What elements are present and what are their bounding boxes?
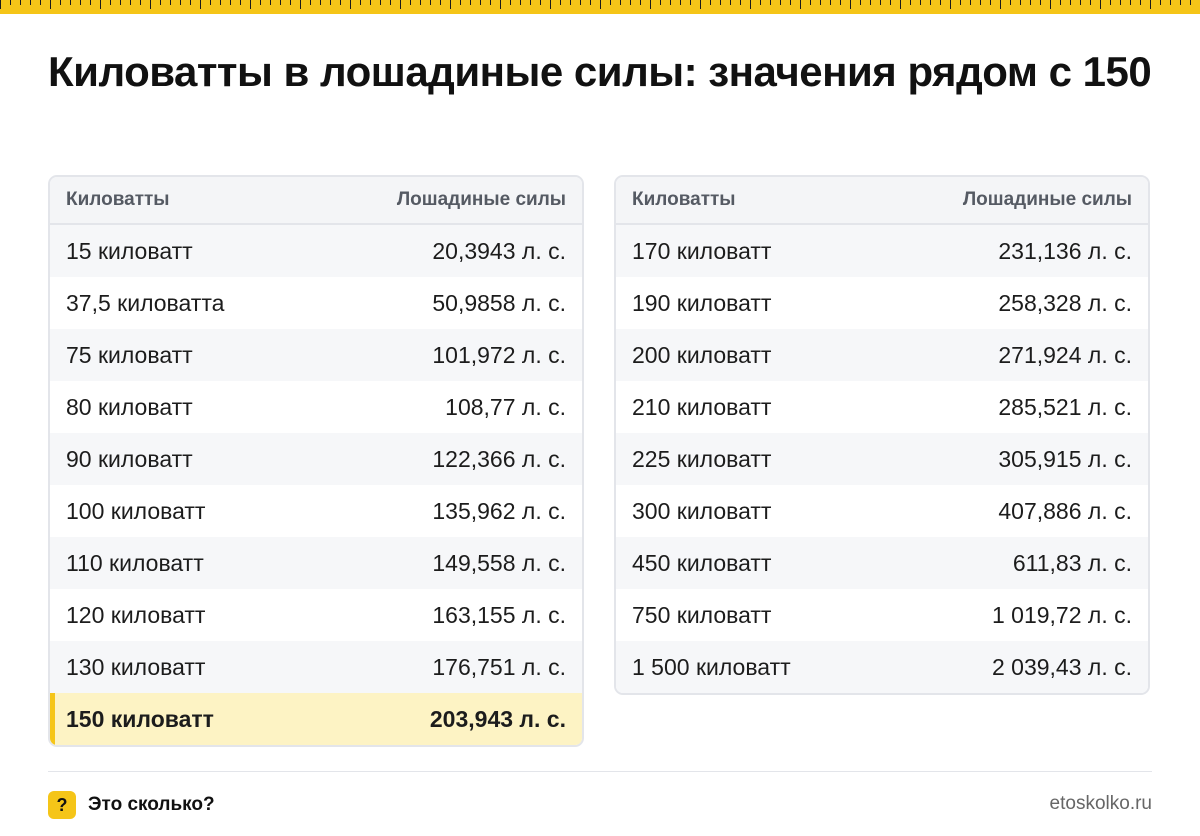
ruler-decoration xyxy=(0,0,1200,14)
table-row: 37,5 киловатта 50,9858 л. с. xyxy=(50,277,582,329)
table-row: 100 киловатт 135,962 л. с. xyxy=(50,485,582,537)
cell-horsepower: 2 039,43 л. с. xyxy=(991,653,1132,680)
brand-name: Это сколько? xyxy=(88,794,215,815)
table-row: 450 киловатт 611,83 л. с. xyxy=(616,537,1148,589)
cell-horsepower: 231,136 л. с. xyxy=(998,237,1132,264)
cell-horsepower: 271,924 л. с. xyxy=(998,341,1132,368)
cell-horsepower: 176,751 л. с. xyxy=(432,653,566,680)
table-header: Киловатты Лошадиные силы xyxy=(50,177,582,225)
table-row: 200 киловатт 271,924 л. с. xyxy=(616,329,1148,381)
cell-kilowatts: 110 киловатт xyxy=(66,549,204,576)
site-link[interactable]: etoskolko.ru xyxy=(1049,793,1152,814)
cell-kilowatts: 120 киловатт xyxy=(66,601,206,628)
footer-divider xyxy=(48,771,1152,772)
cell-horsepower: 149,558 л. с. xyxy=(432,549,566,576)
table-row: 300 киловатт 407,886 л. с. xyxy=(616,485,1148,537)
cell-kilowatts: 130 киловатт xyxy=(66,653,206,680)
question-mark-icon: ? xyxy=(48,791,76,819)
cell-kilowatts: 80 киловатт xyxy=(66,393,193,420)
table-body: 170 киловатт 231,136 л. с. 190 киловатт 25… xyxy=(616,225,1148,693)
cell-kilowatts: 225 киловатт xyxy=(632,445,772,472)
table-row: 170 киловатт 231,136 л. с. xyxy=(616,225,1148,277)
cell-kilowatts: 300 киловатт xyxy=(632,497,772,524)
conversion-table-left: Киловатты Лошадиные силы 15 киловатт 20,3… xyxy=(48,175,584,747)
conversion-table-right: Киловатты Лошадиные силы 170 киловатт 231… xyxy=(614,175,1150,695)
cell-horsepower: 258,328 л. с. xyxy=(998,289,1132,316)
cell-horsepower: 1 019,72 л. с. xyxy=(991,601,1132,628)
cell-horsepower: 135,962 л. с. xyxy=(432,497,566,524)
cell-kilowatts: 90 киловатт xyxy=(66,445,193,472)
table-body: 15 киловатт 20,3943 л. с. 37,5 киловатта 5… xyxy=(50,225,582,745)
table-row: 130 киловатт 176,751 л. с. xyxy=(50,641,582,693)
cell-kilowatts: 750 киловатт xyxy=(632,601,772,628)
table-row: 80 киловатт 108,77 л. с. xyxy=(50,381,582,433)
table-row: 110 киловатт 149,558 л. с. xyxy=(50,537,582,589)
table-row: 90 киловатт 122,366 л. с. xyxy=(50,433,582,485)
table-header: Киловатты Лошадиные силы xyxy=(616,177,1148,225)
header-kilowatts: Киловатты xyxy=(66,189,170,210)
table-row: 15 киловатт 20,3943 л. с. xyxy=(50,225,582,277)
cell-horsepower: 20,3943 л. с. xyxy=(432,237,566,264)
cell-kilowatts: 75 киловатт xyxy=(66,341,193,368)
cell-kilowatts: 37,5 киловатта xyxy=(66,289,225,316)
cell-kilowatts: 100 киловатт xyxy=(66,497,206,524)
footer-brand[interactable]: ? Это сколько? xyxy=(48,791,215,819)
header-horsepower: Лошадиные силы xyxy=(962,189,1132,210)
cell-kilowatts: 210 киловатт xyxy=(632,393,772,420)
page-title: Киловатты в лошадиные силы: значения ряд… xyxy=(48,48,1152,95)
table-row: 225 киловатт 305,915 л. с. xyxy=(616,433,1148,485)
cell-horsepower: 50,9858 л. с. xyxy=(432,289,566,316)
cell-kilowatts: 15 киловатт xyxy=(66,237,193,264)
header-kilowatts: Киловатты xyxy=(632,189,736,210)
table-row: 1 500 киловатт 2 039,43 л. с. xyxy=(616,641,1148,693)
table-row: 750 киловатт 1 019,72 л. с. xyxy=(616,589,1148,641)
table-row: 120 киловатт 163,155 л. с. xyxy=(50,589,582,641)
cell-kilowatts: 190 киловатт xyxy=(632,289,772,316)
cell-horsepower: 163,155 л. с. xyxy=(432,601,566,628)
cell-kilowatts: 1 500 киловатт xyxy=(632,653,791,680)
table-row: 75 киловатт 101,972 л. с. xyxy=(50,329,582,381)
cell-horsepower: 108,77 л. с. xyxy=(445,393,566,420)
cell-horsepower: 407,886 л. с. xyxy=(998,497,1132,524)
cell-kilowatts: 150 киловатт xyxy=(66,705,214,732)
table-row: 190 киловатт 258,328 л. с. xyxy=(616,277,1148,329)
header-horsepower: Лошадиные силы xyxy=(396,189,566,210)
cell-horsepower: 305,915 л. с. xyxy=(998,445,1132,472)
cell-kilowatts: 170 киловатт xyxy=(632,237,772,264)
cell-horsepower: 101,972 л. с. xyxy=(432,341,566,368)
cell-horsepower: 285,521 л. с. xyxy=(998,393,1132,420)
table-row: 210 киловатт 285,521 л. с. xyxy=(616,381,1148,433)
cell-horsepower: 122,366 л. с. xyxy=(432,445,566,472)
cell-horsepower: 611,83 л. с. xyxy=(1012,549,1132,576)
cell-kilowatts: 200 киловатт xyxy=(632,341,772,368)
cell-kilowatts: 450 киловатт xyxy=(632,549,772,576)
cell-horsepower: 203,943 л. с. xyxy=(429,705,566,732)
table-row-highlighted: 150 киловатт 203,943 л. с. xyxy=(50,693,582,745)
